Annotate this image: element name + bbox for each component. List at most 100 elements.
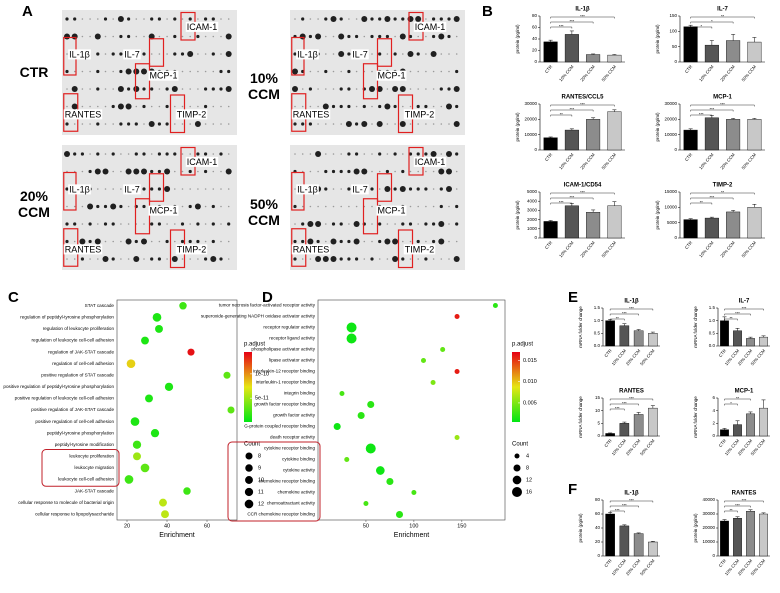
label-bg bbox=[148, 205, 179, 216]
blot-spot bbox=[371, 240, 373, 243]
bar bbox=[704, 217, 719, 239]
blot-spot bbox=[171, 86, 178, 92]
term-label: peptidyl-tyrosine modification bbox=[55, 442, 115, 447]
blot-spot bbox=[65, 187, 69, 191]
blot-spot bbox=[65, 239, 69, 244]
x-tick-label: CTR bbox=[603, 558, 613, 568]
blot-spot bbox=[104, 188, 107, 190]
term-label: receptor regulator activity bbox=[263, 325, 315, 330]
blot-spot bbox=[189, 188, 191, 190]
label-bg bbox=[175, 244, 208, 255]
blot-spot bbox=[361, 121, 368, 127]
blot-spot bbox=[424, 104, 428, 109]
blot-spot bbox=[455, 188, 458, 190]
blot-spot bbox=[104, 240, 107, 243]
blot-spot bbox=[89, 123, 91, 125]
condition-label: 10% CCM bbox=[248, 70, 280, 102]
blot-spot bbox=[378, 258, 381, 260]
blot-spot bbox=[355, 205, 358, 208]
blot-spot bbox=[181, 170, 184, 173]
blot-spot bbox=[66, 88, 68, 90]
blot-spot bbox=[89, 105, 91, 108]
blot-spot bbox=[402, 240, 404, 243]
x-tick-label: CTR bbox=[718, 348, 728, 358]
blot-spot bbox=[120, 153, 122, 155]
y-axis-label: protein (pg/ml) bbox=[693, 513, 698, 543]
chart-title: RANTES bbox=[619, 389, 644, 395]
x-tick-label: 10% CCM bbox=[698, 64, 715, 83]
x-tick-label: 20% CCM bbox=[579, 240, 596, 259]
blot-spot bbox=[325, 123, 327, 125]
blot-spot bbox=[103, 17, 108, 21]
blot-spot bbox=[120, 240, 122, 243]
y-tick-label: 0.5 bbox=[709, 331, 716, 336]
blot-spot bbox=[378, 34, 382, 39]
label-bg bbox=[403, 109, 436, 120]
y-axis-label: protein (pg/ml) bbox=[655, 200, 660, 230]
blot-spot bbox=[447, 87, 451, 91]
blot-spot bbox=[81, 35, 84, 38]
blot-spot bbox=[301, 239, 305, 244]
term-label: G-protein coupled receptor binding bbox=[244, 424, 315, 429]
y-tick-label: 1.5 bbox=[594, 305, 601, 310]
blot-spot bbox=[417, 35, 420, 38]
size-legend-label: 11 bbox=[258, 489, 264, 495]
blot-spot bbox=[409, 88, 412, 90]
blot-spot bbox=[227, 205, 230, 208]
chart-title: MCP-1 bbox=[713, 95, 732, 101]
significance-bracket bbox=[550, 104, 615, 107]
blot-spot bbox=[378, 239, 382, 244]
blot-spot bbox=[204, 123, 207, 125]
blot-spot bbox=[71, 103, 78, 110]
blot-spot bbox=[173, 52, 177, 56]
significance-label: *** bbox=[580, 101, 585, 106]
color-tick-label: 1e-10 bbox=[255, 371, 269, 377]
label-bg bbox=[376, 70, 407, 81]
blot-spot bbox=[227, 105, 230, 108]
significance-bracket bbox=[724, 505, 751, 508]
significance-label: ** bbox=[560, 111, 564, 116]
blot-spot bbox=[97, 188, 99, 190]
blot-spot bbox=[330, 16, 337, 22]
blot-spot bbox=[308, 122, 312, 126]
blot-spot bbox=[212, 35, 215, 38]
blot-spot bbox=[65, 122, 69, 126]
x-tick-label: 50% CCM bbox=[639, 558, 656, 577]
blot-spot bbox=[189, 123, 191, 125]
blot-spot bbox=[127, 153, 130, 155]
y-axis-label: protein (pg/ml) bbox=[655, 24, 660, 54]
term-label: cellular response to lipopolysaccharide bbox=[35, 511, 114, 516]
blot-spot bbox=[355, 70, 358, 73]
blot-spot bbox=[446, 186, 452, 192]
blot-spot bbox=[96, 204, 100, 209]
blot-spot bbox=[378, 188, 381, 190]
blot-spot bbox=[325, 205, 327, 208]
blot-spot bbox=[125, 103, 132, 110]
significance-bracket bbox=[690, 197, 734, 200]
blot-spot bbox=[150, 222, 154, 226]
blot-spot bbox=[448, 205, 450, 208]
bar bbox=[733, 330, 742, 347]
blot-spot bbox=[386, 223, 389, 225]
blot-spot bbox=[292, 68, 298, 75]
blot-spot bbox=[371, 205, 373, 208]
enrichment-dot bbox=[145, 394, 153, 403]
blot-spot bbox=[73, 123, 76, 125]
bar bbox=[726, 40, 741, 63]
size-legend-dot bbox=[512, 475, 522, 485]
blot-spot bbox=[165, 122, 169, 126]
bar bbox=[720, 320, 729, 347]
blot-spot bbox=[212, 70, 215, 73]
blot-spot bbox=[393, 52, 397, 56]
blot-spot bbox=[165, 239, 169, 244]
bar bbox=[726, 119, 741, 151]
blot-spot bbox=[204, 169, 208, 174]
bar bbox=[607, 111, 622, 151]
blot-spot bbox=[173, 152, 177, 156]
x-tick-label: 50% CCM bbox=[741, 152, 758, 171]
blot-spot bbox=[340, 70, 343, 73]
color-legend-title: p.adjust bbox=[244, 342, 265, 348]
y-axis-label: protein (pg/ml) bbox=[515, 112, 520, 142]
blot-spot bbox=[440, 70, 443, 73]
blot-spot bbox=[142, 187, 146, 191]
